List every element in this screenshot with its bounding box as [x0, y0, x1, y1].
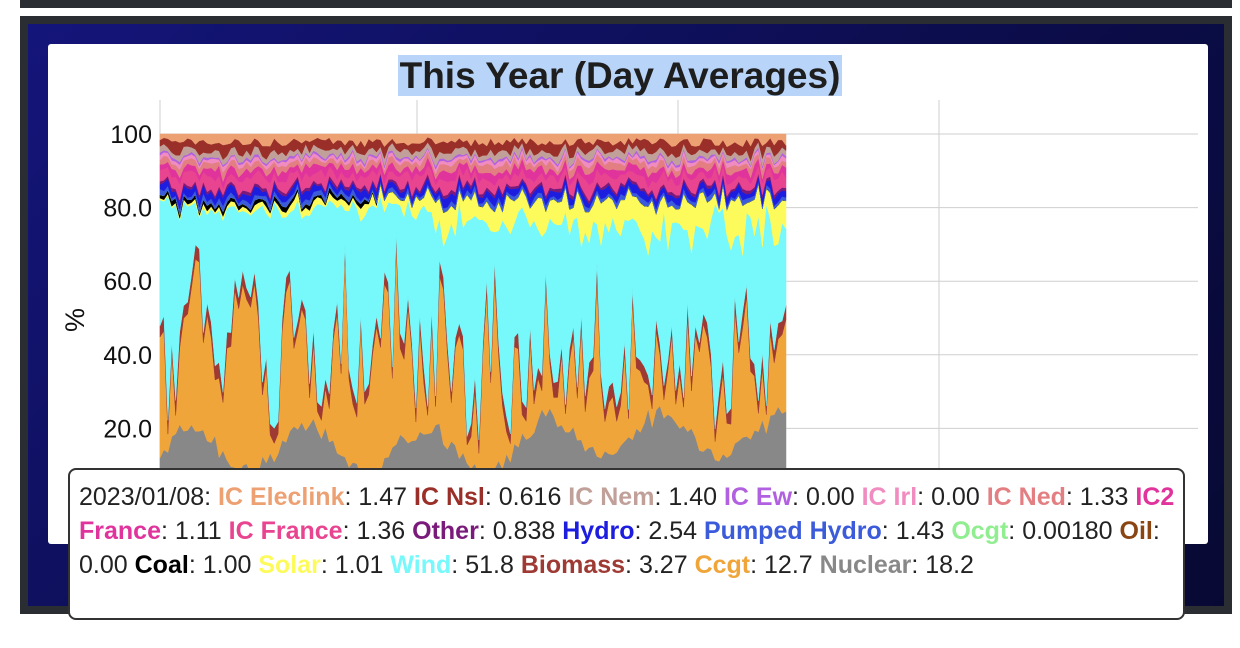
tooltip-series-value: 2.54	[648, 517, 698, 545]
tooltip-series-value: 0.00	[931, 483, 980, 511]
tooltip-series-value: 1.11	[174, 517, 222, 545]
tooltip-series-name: Other	[412, 517, 479, 545]
tooltip-series-name: IC Irl	[861, 483, 918, 511]
y-tick-label: 100	[110, 121, 152, 149]
tooltip-series-name: Biomass	[520, 551, 626, 579]
tooltip-series-value: 0.616	[498, 483, 562, 511]
tooltip-series-name: IC Nem	[568, 483, 655, 511]
tooltip-series-value: 51.8	[465, 551, 514, 579]
tooltip-series-value: 1.47	[358, 483, 408, 511]
tooltip-series-value: 1.43	[895, 517, 945, 545]
area-layer	[159, 133, 787, 503]
tooltip-series-name: Hydro	[562, 517, 635, 545]
tooltip-series-value: 12.7	[764, 551, 813, 579]
tooltip-series-value: 0.00180	[1022, 517, 1113, 545]
tooltip-series-name: IC France	[228, 517, 343, 545]
tooltip-series-name: IC2 France	[79, 483, 1175, 545]
top-bar	[20, 0, 1232, 8]
tooltip-series-value: 1.36	[356, 517, 406, 545]
tooltip-series-name: IC Ew	[723, 483, 793, 511]
tooltip-series-name: Pumped Hydro	[704, 517, 882, 545]
area-series-ic-eleclink	[159, 133, 787, 148]
tooltip-series-name: Wind	[390, 551, 452, 579]
tooltip-series-name: IC Eleclink	[218, 483, 345, 511]
tooltip-series-value: 0.00	[79, 551, 128, 579]
chart-title: This Year (Day Averages)	[0, 53, 1240, 99]
tooltip-series-value: 18.2	[925, 551, 974, 579]
y-tick-label: 60.0	[103, 268, 152, 296]
tooltip-series-name: Nuclear	[819, 551, 912, 579]
tooltip-series-value: 1.33	[1079, 483, 1129, 511]
y-axis-label: %	[60, 308, 90, 332]
tooltip-series-value: 3.27	[638, 551, 688, 579]
tooltip-series-value: 0.00	[805, 483, 855, 511]
tooltip-date: 2023/01/08	[79, 483, 205, 511]
tooltip-series-value: 0.838	[492, 517, 556, 545]
tooltip-series-name: Ccgt	[694, 551, 751, 579]
tooltip-series-name: Coal	[134, 551, 189, 579]
tooltip-series-name: Oil	[1119, 517, 1153, 545]
y-tick-label: 80.0	[103, 195, 152, 223]
tooltip-series-value: 1.00	[202, 551, 252, 579]
tooltip-series-name: Solar	[258, 551, 321, 579]
chart-title-text: This Year (Day Averages)	[397, 55, 843, 96]
tooltip-series-name: IC Nsl	[414, 483, 485, 511]
tooltip-series-name: Ocgt	[951, 517, 1009, 545]
tooltip-series-value: 1.40	[668, 483, 718, 511]
tooltip: 2023/01/08: IC Eleclink: 1.47 IC Nsl: 0.…	[68, 468, 1185, 620]
tooltip-series-name: IC Ned	[986, 483, 1066, 511]
axis-layer: 20.0 40.0 60.0 80.0 100%	[60, 121, 152, 443]
y-tick-label: 20.0	[103, 415, 152, 443]
y-tick-label: 40.0	[103, 342, 152, 370]
tooltip-series-value: 1.01	[334, 551, 384, 579]
